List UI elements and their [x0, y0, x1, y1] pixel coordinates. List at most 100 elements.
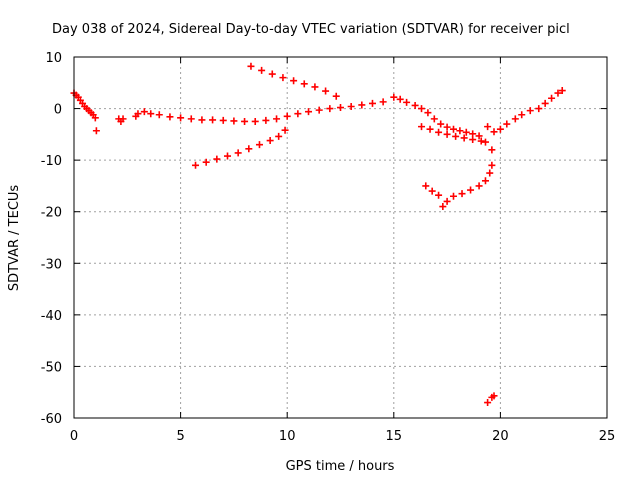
- data-point: [119, 115, 127, 123]
- data-point: [486, 169, 494, 177]
- data-point: [258, 66, 266, 74]
- data-point: [475, 132, 483, 140]
- data-point: [426, 125, 434, 133]
- data-point: [511, 115, 519, 123]
- data-point: [443, 130, 451, 138]
- data-point: [435, 191, 443, 199]
- data-point: [458, 190, 466, 198]
- data-point: [422, 182, 430, 190]
- plot-frame: [73, 56, 608, 419]
- data-point: [219, 116, 227, 124]
- data-point: [337, 104, 344, 112]
- data-point: [443, 123, 451, 131]
- x-tick-label: 15: [386, 429, 403, 444]
- data-point: [192, 161, 200, 169]
- data-point: [224, 152, 232, 160]
- data-point: [245, 145, 253, 153]
- data-point: [234, 149, 242, 157]
- data-point: [379, 98, 387, 106]
- data-point: [262, 116, 270, 124]
- data-point: [300, 80, 308, 88]
- data-point: [230, 117, 238, 125]
- data-point: [368, 99, 376, 107]
- data-point: [396, 95, 404, 103]
- data-point: [283, 112, 291, 120]
- data-point: [266, 137, 274, 145]
- data-point: [535, 105, 543, 113]
- y-tick-label: -20: [41, 206, 62, 221]
- data-point: [477, 137, 485, 145]
- y-tick-label: -10: [41, 154, 62, 169]
- data-point: [294, 110, 302, 118]
- data-point: [187, 115, 195, 123]
- data-point: [213, 155, 221, 163]
- data-point: [140, 108, 148, 116]
- data-point: [403, 98, 411, 106]
- data-point: [490, 128, 498, 136]
- x-tick-label: 0: [70, 429, 78, 444]
- data-point: [443, 197, 451, 205]
- y-tick-label: -60: [41, 412, 62, 427]
- axis-ticks: 0 5 10 15 20 25 10 0 -10 -20 -30 -40 -50 -60: [41, 51, 616, 444]
- data-point: [558, 87, 566, 95]
- data-point: [326, 105, 334, 113]
- data-point: [279, 74, 287, 82]
- data-point: [449, 192, 457, 200]
- data-point: [437, 120, 445, 128]
- data-points: [70, 62, 566, 407]
- data-point: [452, 132, 460, 140]
- data-point: [91, 114, 99, 122]
- data-point: [290, 77, 298, 85]
- data-point: [281, 126, 289, 134]
- data-point: [430, 115, 438, 123]
- data-point: [273, 115, 281, 123]
- data-point: [241, 117, 249, 125]
- data-point: [315, 106, 323, 114]
- data-point: [275, 132, 283, 140]
- data-point: [347, 103, 355, 111]
- x-tick-label: 10: [279, 429, 296, 444]
- data-point: [92, 127, 100, 135]
- data-point: [548, 94, 556, 102]
- data-point: [358, 101, 366, 109]
- data-point: [305, 108, 313, 116]
- data-point: [469, 136, 477, 144]
- data-point: [467, 186, 475, 194]
- data-point: [322, 87, 330, 95]
- data-point: [418, 105, 426, 113]
- data-point: [177, 114, 185, 122]
- data-point: [488, 161, 496, 169]
- data-point: [435, 128, 443, 136]
- data-point: [456, 127, 464, 135]
- chart-title: Day 038 of 2024, Sidereal Day-to-day VTE…: [52, 22, 570, 37]
- data-point: [251, 117, 259, 125]
- x-tick-label: 25: [599, 429, 616, 444]
- x-tick-label: 5: [176, 429, 184, 444]
- data-point: [439, 203, 447, 211]
- data-point: [311, 83, 319, 91]
- data-point: [449, 125, 457, 133]
- data-point: [332, 92, 340, 100]
- data-point: [484, 123, 492, 131]
- data-point: [411, 101, 419, 109]
- data-point: [247, 62, 255, 70]
- data-point: [460, 134, 468, 142]
- data-point: [488, 146, 496, 154]
- data-point: [462, 128, 470, 136]
- data-point: [475, 182, 483, 190]
- data-point: [209, 116, 217, 124]
- data-point: [424, 109, 432, 117]
- x-tick-label: 20: [492, 429, 509, 444]
- data-point: [390, 93, 398, 101]
- data-point: [255, 141, 263, 149]
- data-point: [418, 123, 426, 131]
- data-point: [428, 187, 436, 195]
- data-point: [518, 111, 526, 119]
- data-point: [526, 107, 534, 115]
- data-point: [496, 125, 504, 133]
- y-tick-label: -30: [41, 257, 62, 272]
- x-axis-label: GPS time / hours: [286, 459, 395, 474]
- data-point: [134, 110, 142, 118]
- data-point: [202, 158, 210, 166]
